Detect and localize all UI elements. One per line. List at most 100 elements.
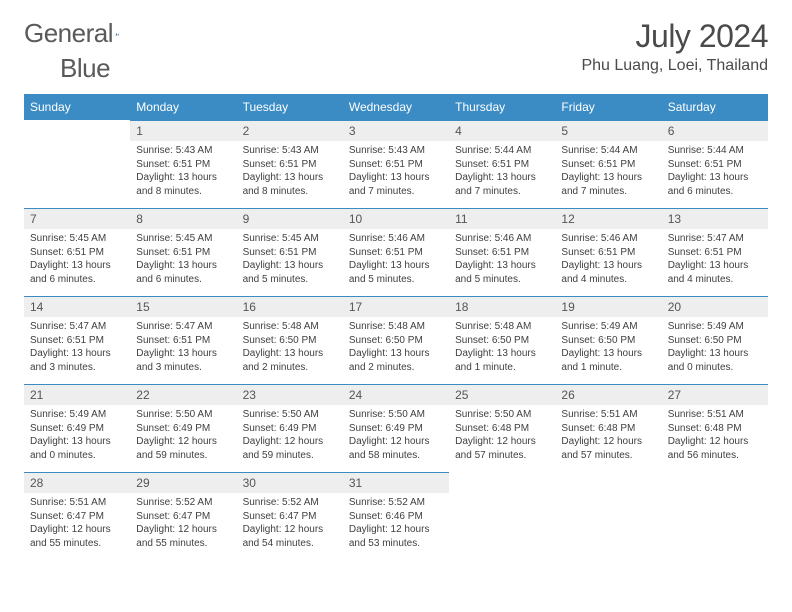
sunset-text: Sunset: 6:48 PM	[455, 422, 549, 436]
sunrise-text: Sunrise: 5:50 AM	[455, 408, 549, 422]
day-details: Sunrise: 5:51 AMSunset: 6:48 PMDaylight:…	[662, 405, 768, 468]
sunset-text: Sunset: 6:49 PM	[349, 422, 443, 436]
daylight-text: Daylight: 12 hours and 58 minutes.	[349, 435, 443, 462]
day-details: Sunrise: 5:51 AMSunset: 6:48 PMDaylight:…	[555, 405, 661, 468]
day-details: Sunrise: 5:48 AMSunset: 6:50 PMDaylight:…	[343, 317, 449, 380]
calendar-day: 20Sunrise: 5:49 AMSunset: 6:50 PMDayligh…	[662, 296, 768, 384]
month-title: July 2024	[581, 18, 768, 55]
calendar-day: 3Sunrise: 5:43 AMSunset: 6:51 PMDaylight…	[343, 120, 449, 208]
day-details: Sunrise: 5:49 AMSunset: 6:50 PMDaylight:…	[662, 317, 768, 380]
daylight-text: Daylight: 13 hours and 3 minutes.	[30, 347, 124, 374]
day-details: Sunrise: 5:50 AMSunset: 6:49 PMDaylight:…	[130, 405, 236, 468]
sunrise-text: Sunrise: 5:49 AM	[668, 320, 762, 334]
daylight-text: Daylight: 13 hours and 6 minutes.	[30, 259, 124, 286]
sunset-text: Sunset: 6:49 PM	[243, 422, 337, 436]
day-number: 28	[24, 472, 130, 493]
sunrise-text: Sunrise: 5:47 AM	[668, 232, 762, 246]
day-number: 1	[130, 120, 236, 141]
calendar-day: 12Sunrise: 5:46 AMSunset: 6:51 PMDayligh…	[555, 208, 661, 296]
sunrise-text: Sunrise: 5:48 AM	[243, 320, 337, 334]
day-number: 17	[343, 296, 449, 317]
sunrise-text: Sunrise: 5:49 AM	[561, 320, 655, 334]
day-number: 21	[24, 384, 130, 405]
day-number: 9	[237, 208, 343, 229]
calendar-day: 28Sunrise: 5:51 AMSunset: 6:47 PMDayligh…	[24, 472, 130, 560]
sunrise-text: Sunrise: 5:48 AM	[349, 320, 443, 334]
weekday-header: Tuesday	[237, 94, 343, 120]
daylight-text: Daylight: 13 hours and 7 minutes.	[561, 171, 655, 198]
daylight-text: Daylight: 13 hours and 8 minutes.	[243, 171, 337, 198]
daylight-text: Daylight: 13 hours and 5 minutes.	[243, 259, 337, 286]
calendar-day: 31Sunrise: 5:52 AMSunset: 6:46 PMDayligh…	[343, 472, 449, 560]
calendar-week: 7Sunrise: 5:45 AMSunset: 6:51 PMDaylight…	[24, 208, 768, 296]
sunset-text: Sunset: 6:50 PM	[349, 334, 443, 348]
calendar-day: 26Sunrise: 5:51 AMSunset: 6:48 PMDayligh…	[555, 384, 661, 472]
calendar-page: General July 2024 Phu Luang, Loei, Thail…	[0, 0, 792, 578]
sunset-text: Sunset: 6:50 PM	[455, 334, 549, 348]
day-details: Sunrise: 5:49 AMSunset: 6:50 PMDaylight:…	[555, 317, 661, 380]
sunset-text: Sunset: 6:47 PM	[136, 510, 230, 524]
day-details: Sunrise: 5:43 AMSunset: 6:51 PMDaylight:…	[130, 141, 236, 204]
day-details: Sunrise: 5:50 AMSunset: 6:49 PMDaylight:…	[343, 405, 449, 468]
day-details: Sunrise: 5:47 AMSunset: 6:51 PMDaylight:…	[24, 317, 130, 380]
calendar-day: 10Sunrise: 5:46 AMSunset: 6:51 PMDayligh…	[343, 208, 449, 296]
day-number: 8	[130, 208, 236, 229]
daylight-text: Daylight: 12 hours and 55 minutes.	[30, 523, 124, 550]
day-details: Sunrise: 5:44 AMSunset: 6:51 PMDaylight:…	[449, 141, 555, 204]
sunset-text: Sunset: 6:51 PM	[668, 158, 762, 172]
weekday-header: Saturday	[662, 94, 768, 120]
daylight-text: Daylight: 13 hours and 4 minutes.	[668, 259, 762, 286]
calendar-week: 28Sunrise: 5:51 AMSunset: 6:47 PMDayligh…	[24, 472, 768, 560]
daylight-text: Daylight: 13 hours and 2 minutes.	[349, 347, 443, 374]
weekday-header: Monday	[130, 94, 236, 120]
location-text: Phu Luang, Loei, Thailand	[581, 57, 768, 75]
sunrise-text: Sunrise: 5:52 AM	[136, 496, 230, 510]
day-number: 2	[237, 120, 343, 141]
weekday-header: Wednesday	[343, 94, 449, 120]
daylight-text: Daylight: 12 hours and 57 minutes.	[455, 435, 549, 462]
daylight-text: Daylight: 13 hours and 1 minute.	[455, 347, 549, 374]
sunset-text: Sunset: 6:51 PM	[243, 246, 337, 260]
sunrise-text: Sunrise: 5:52 AM	[349, 496, 443, 510]
day-number: 14	[24, 296, 130, 317]
sunrise-text: Sunrise: 5:47 AM	[136, 320, 230, 334]
daylight-text: Daylight: 13 hours and 5 minutes.	[455, 259, 549, 286]
daylight-text: Daylight: 12 hours and 55 minutes.	[136, 523, 230, 550]
daylight-text: Daylight: 13 hours and 8 minutes.	[136, 171, 230, 198]
day-details: Sunrise: 5:52 AMSunset: 6:47 PMDaylight:…	[130, 493, 236, 556]
calendar-day	[24, 120, 130, 208]
day-number: 26	[555, 384, 661, 405]
sunrise-text: Sunrise: 5:46 AM	[349, 232, 443, 246]
day-number: 6	[662, 120, 768, 141]
sunset-text: Sunset: 6:51 PM	[30, 246, 124, 260]
sunset-text: Sunset: 6:51 PM	[30, 334, 124, 348]
calendar-week: 21Sunrise: 5:49 AMSunset: 6:49 PMDayligh…	[24, 384, 768, 472]
day-number: 20	[662, 296, 768, 317]
calendar-day: 18Sunrise: 5:48 AMSunset: 6:50 PMDayligh…	[449, 296, 555, 384]
calendar-day: 11Sunrise: 5:46 AMSunset: 6:51 PMDayligh…	[449, 208, 555, 296]
day-number: 5	[555, 120, 661, 141]
day-number: 31	[343, 472, 449, 493]
calendar-day: 6Sunrise: 5:44 AMSunset: 6:51 PMDaylight…	[662, 120, 768, 208]
sunrise-text: Sunrise: 5:50 AM	[136, 408, 230, 422]
sunset-text: Sunset: 6:47 PM	[243, 510, 337, 524]
sunrise-text: Sunrise: 5:43 AM	[243, 144, 337, 158]
daylight-text: Daylight: 12 hours and 53 minutes.	[349, 523, 443, 550]
sunset-text: Sunset: 6:50 PM	[561, 334, 655, 348]
calendar-day: 13Sunrise: 5:47 AMSunset: 6:51 PMDayligh…	[662, 208, 768, 296]
calendar-day	[662, 472, 768, 560]
sunset-text: Sunset: 6:49 PM	[30, 422, 124, 436]
calendar-day: 7Sunrise: 5:45 AMSunset: 6:51 PMDaylight…	[24, 208, 130, 296]
day-details: Sunrise: 5:45 AMSunset: 6:51 PMDaylight:…	[237, 229, 343, 292]
daylight-text: Daylight: 12 hours and 59 minutes.	[136, 435, 230, 462]
daylight-text: Daylight: 12 hours and 56 minutes.	[668, 435, 762, 462]
daylight-text: Daylight: 13 hours and 7 minutes.	[349, 171, 443, 198]
calendar-day	[555, 472, 661, 560]
day-details: Sunrise: 5:47 AMSunset: 6:51 PMDaylight:…	[130, 317, 236, 380]
weekday-header: Thursday	[449, 94, 555, 120]
calendar-day: 17Sunrise: 5:48 AMSunset: 6:50 PMDayligh…	[343, 296, 449, 384]
brand-name-a: General	[24, 18, 113, 49]
daylight-text: Daylight: 13 hours and 0 minutes.	[30, 435, 124, 462]
sunset-text: Sunset: 6:51 PM	[349, 158, 443, 172]
day-details: Sunrise: 5:46 AMSunset: 6:51 PMDaylight:…	[449, 229, 555, 292]
